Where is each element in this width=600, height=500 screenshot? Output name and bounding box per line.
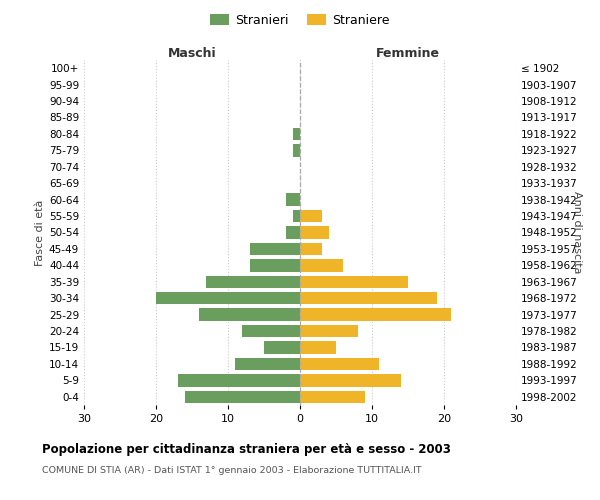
Bar [206,276,300,288]
Bar [293,210,300,222]
Y-axis label: Fasce di età: Fasce di età [35,200,45,266]
Bar [286,194,300,206]
Bar [156,292,300,304]
Text: Femmine: Femmine [376,47,440,60]
Bar [178,374,300,386]
Text: Popolazione per cittadinanza straniera per età e sesso - 2003: Popolazione per cittadinanza straniera p… [42,442,451,456]
Text: COMUNE DI STIA (AR) - Dati ISTAT 1° gennaio 2003 - Elaborazione TUTTITALIA.IT: COMUNE DI STIA (AR) - Dati ISTAT 1° genn… [42,466,422,475]
Bar [264,342,300,353]
Y-axis label: Anni di nascita: Anni di nascita [572,191,582,274]
Bar [300,276,408,288]
Bar [235,358,300,370]
Bar [300,243,322,255]
Bar [250,243,300,255]
Bar [300,358,379,370]
Bar [300,325,358,337]
Bar [250,259,300,272]
Bar [293,144,300,156]
Legend: Stranieri, Straniere: Stranieri, Straniere [205,8,395,32]
Bar [300,210,322,222]
Bar [300,308,451,321]
Bar [286,226,300,238]
Bar [300,226,329,238]
Text: Maschi: Maschi [167,47,217,60]
Bar [199,308,300,321]
Bar [293,128,300,140]
Bar [242,325,300,337]
Bar [300,390,365,403]
Bar [300,342,336,353]
Bar [300,292,437,304]
Bar [300,259,343,272]
Bar [300,374,401,386]
Bar [185,390,300,403]
